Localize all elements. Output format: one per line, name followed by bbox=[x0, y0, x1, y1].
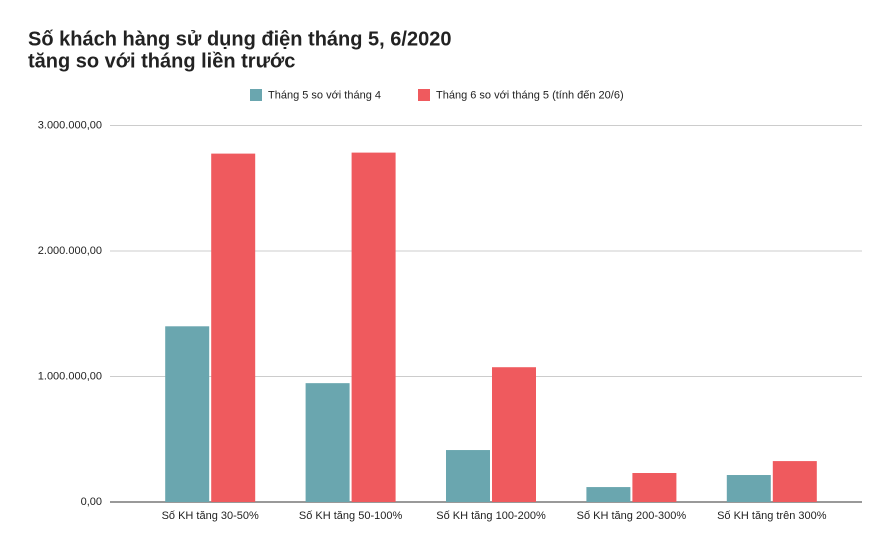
legend-swatch bbox=[250, 89, 262, 101]
x-tick-label: Số KH tăng 100-200% bbox=[436, 510, 546, 522]
x-tick-label: Số KH tăng 200-300% bbox=[577, 510, 687, 522]
bar bbox=[446, 450, 490, 502]
bar bbox=[211, 153, 256, 502]
bar bbox=[726, 475, 771, 502]
x-tick-label: Số KH tăng 30-50% bbox=[162, 510, 259, 522]
bar bbox=[492, 367, 536, 502]
x-tick-label: Số KH tăng 50-100% bbox=[299, 510, 403, 522]
chart-title: tăng so với tháng liền trước bbox=[28, 50, 295, 72]
chart-title: Số khách hàng sử dụng điện tháng 5, 6/20… bbox=[28, 28, 451, 50]
bar bbox=[351, 152, 396, 502]
legend-swatch bbox=[418, 89, 430, 101]
y-tick-label: 1.000.000,00 bbox=[38, 370, 102, 382]
y-tick-label: 0,00 bbox=[81, 496, 102, 508]
bar bbox=[772, 461, 817, 502]
x-tick-label: Số KH tăng trên 300% bbox=[717, 510, 827, 522]
bar bbox=[305, 383, 350, 502]
bar bbox=[586, 487, 631, 502]
y-tick-label: 2.000.000,00 bbox=[38, 245, 102, 257]
legend-label: Tháng 5 so với tháng 4 bbox=[268, 89, 381, 101]
y-tick-label: 3.000.000,00 bbox=[38, 119, 102, 131]
bar bbox=[632, 473, 677, 502]
legend-label: Tháng 6 so với tháng 5 (tính đến 20/6) bbox=[436, 89, 624, 101]
bar bbox=[165, 326, 210, 502]
